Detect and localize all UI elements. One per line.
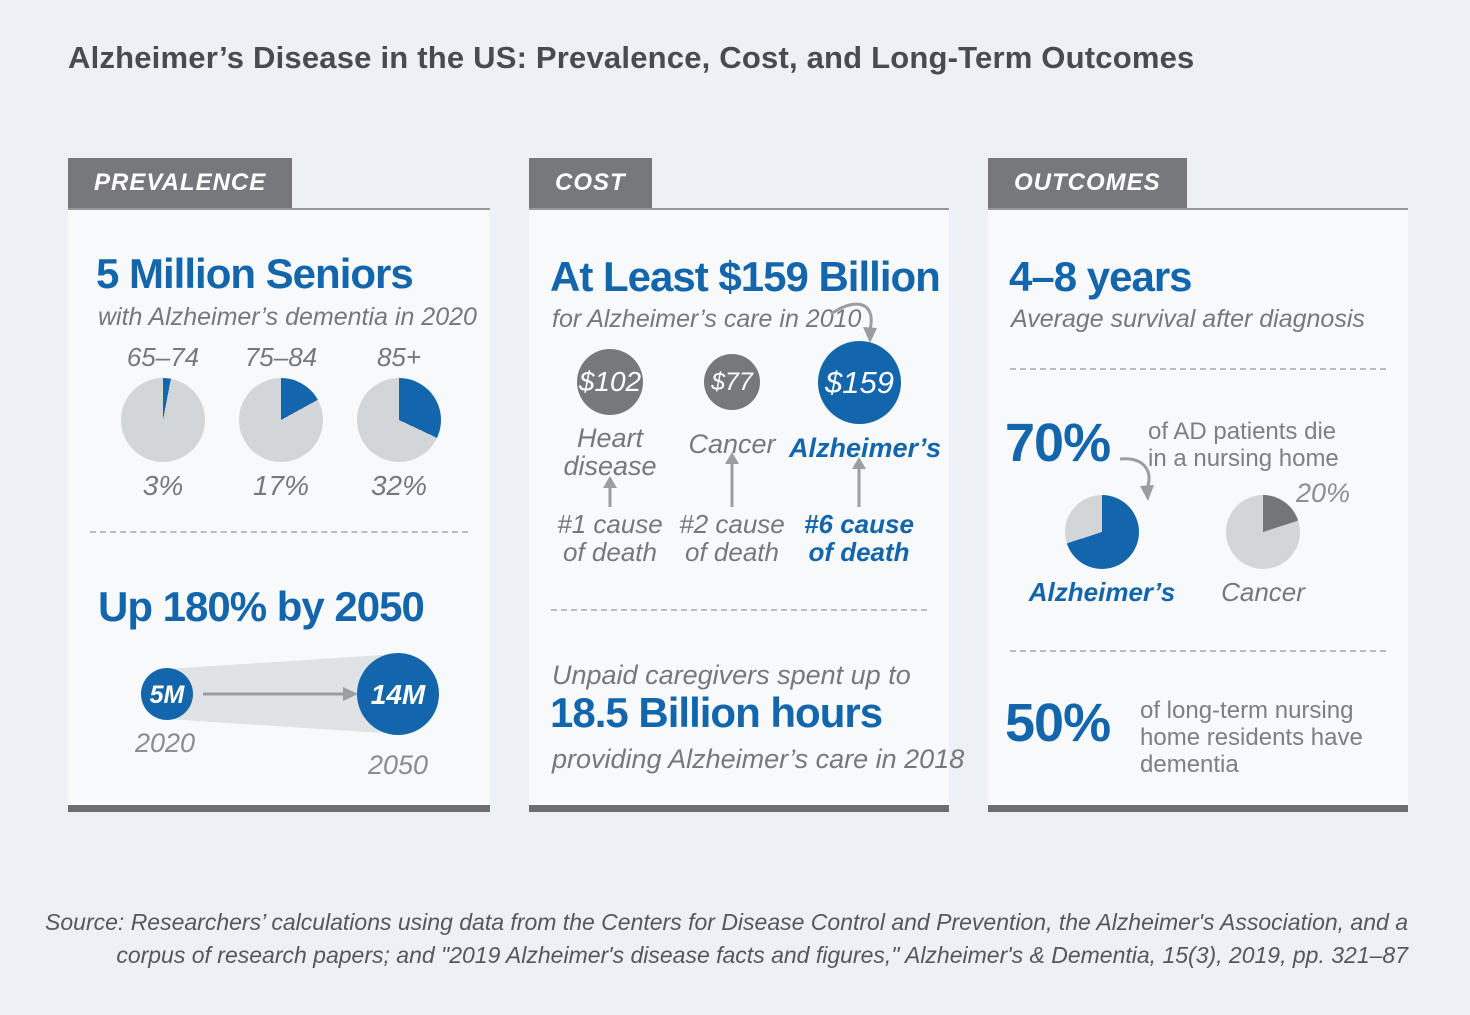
nursing-home-desc: of AD patients die in a nursing home (1148, 418, 1339, 472)
nursing-home-stat: 70% (1005, 413, 1111, 473)
outcomes-panel-body: 4–8 years Average survival after diagnos… (988, 208, 1408, 812)
dementia-stat: 50% (1005, 693, 1111, 753)
age-label: 65–74 (126, 342, 200, 372)
cost-bubble-alzheimers: $159 (818, 341, 901, 424)
pie-caption-alzheimers: Alzheimer’s (1028, 577, 1176, 607)
age-label: 85+ (376, 342, 422, 372)
outcomes-headline: 4–8 years (1009, 253, 1193, 300)
age-pie-65-74: 65–74 3% (108, 342, 218, 502)
pie-chart-cancer (1226, 495, 1300, 569)
curve-arrow-icon (830, 302, 877, 343)
up-arrow-icon (725, 452, 739, 507)
up-arrow-icon (603, 476, 617, 507)
outcomes-panel: OUTCOMES 4–8 years Average survival afte… (988, 158, 1408, 812)
age-pie-85-plus: 85+ 32% (344, 342, 454, 502)
caregivers-intro: Unpaid caregivers spent up to (552, 660, 911, 690)
dotted-divider (90, 531, 468, 533)
cost-panel: COST At Least $159 Billion for Alzheimer… (529, 158, 964, 812)
pie-caption-cancer: Cancer (1221, 577, 1305, 607)
caregivers-headline: 18.5 Billion hours (550, 689, 883, 736)
pie-percent-label: 32% (370, 470, 428, 501)
pie-percent-label: 17% (252, 470, 310, 501)
cost-subhead: for Alzheimer’s care in 2010 (552, 305, 862, 333)
dotted-divider (1010, 368, 1386, 370)
prevalence-tab: PREVALENCE (68, 158, 293, 208)
cancer-slice-label: 20% (1296, 478, 1351, 508)
prevalence-panel: PREVALENCE 5 Million Seniors with Alzhei… (68, 158, 490, 812)
cost-headline: At Least $159 Billion (550, 253, 941, 300)
end-circle (357, 653, 439, 735)
cost-tab: COST (529, 158, 652, 208)
age-pie-75-84: 75–84 17% (226, 342, 336, 502)
pie-chart-85-plus (357, 378, 441, 462)
rank-cancer: #2 cause of death (679, 509, 785, 567)
prevalence-headline: 5 Million Seniors (96, 250, 414, 297)
caregivers-outro: providing Alzheimer’s care in 2018 (552, 744, 965, 774)
rank-alzheimers: #6 cause of death (804, 509, 914, 567)
end-year: 2050 (367, 750, 428, 780)
dotted-divider (551, 609, 927, 611)
page-title: Alzheimer’s Disease in the US: Prevalenc… (68, 40, 1195, 75)
up-arrow-icon (852, 457, 866, 507)
cost-panel-body: At Least $159 Billion for Alzheimer’s ca… (529, 208, 964, 812)
dementia-desc: of long-term nursing home residents have… (1140, 697, 1363, 778)
pie-chart-alzheimers (1065, 495, 1139, 569)
pie-percent-label: 3% (142, 470, 184, 501)
rank-heart: #1 cause of death (557, 509, 663, 567)
disease-label-heart: Heart disease (563, 423, 657, 481)
cost-bubble-cancer: $77 (704, 354, 760, 410)
outcomes-tab: OUTCOMES (988, 158, 1187, 208)
prevalence-subhead: with Alzheimer’s dementia in 2020 (98, 303, 477, 331)
end-value: 14M (371, 679, 426, 710)
source-line-2: corpus of research papers; and "2019 Alz… (116, 942, 1408, 968)
start-circle (141, 668, 193, 720)
age-label: 75–84 (244, 342, 318, 372)
start-year: 2020 (134, 728, 195, 758)
source-note: Source: Researchers’ calculations using … (45, 906, 1408, 972)
outcomes-subhead: Average survival after diagnosis (1011, 305, 1365, 333)
disease-label-alzheimers: Alzheimer’s (789, 433, 942, 463)
start-value: 5M (150, 681, 186, 709)
curve-arrow-icon (1119, 457, 1154, 501)
cost-bubble-heart: $102 (577, 349, 643, 415)
pie-chart-65-74 (121, 378, 205, 462)
growth-headline: Up 180% by 2050 (98, 583, 425, 630)
prevalence-panel-body: 5 Million Seniors with Alzheimer’s demen… (68, 208, 490, 812)
growth-arrow-head-icon (343, 687, 358, 701)
source-line-1: Source: Researchers’ calculations using … (45, 909, 1408, 935)
dotted-divider (1010, 650, 1386, 652)
pie-chart-75-84 (239, 378, 323, 462)
growth-chart: 5M 14M 2020 2050 (134, 653, 439, 780)
